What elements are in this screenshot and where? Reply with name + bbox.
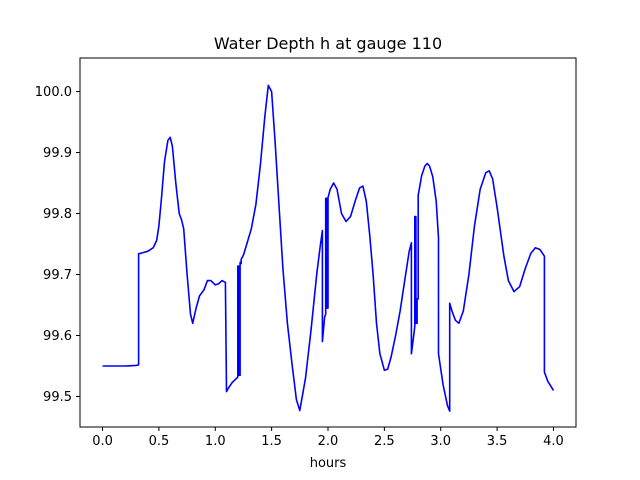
y-tick-label: 99.6	[43, 329, 72, 344]
y-tick-label: 100.0	[35, 85, 72, 100]
x-axis-label: hours	[310, 456, 347, 471]
chart-title: Water Depth h at gauge 110	[214, 34, 442, 53]
y-tick-label: 99.8	[43, 207, 72, 222]
x-axis: 0.0 0.5 1.0 1.5 2.0 2.5 3.0 3.5 4.0	[92, 427, 564, 449]
plot-area	[102, 84, 555, 412]
x-tick-label: 3.5	[487, 434, 508, 449]
y-axis: 99.5 99.6 99.7 99.8 99.9 100.0	[35, 85, 80, 405]
x-tick-label: 4.0	[543, 434, 564, 449]
axes-frame	[79, 57, 577, 428]
series-line	[102, 84, 555, 412]
x-tick-label: 1.5	[261, 434, 282, 449]
y-tick-label: 99.5	[43, 390, 72, 405]
x-tick-label: 0.5	[149, 434, 170, 449]
x-tick-label: 2.0	[318, 434, 339, 449]
x-tick-label: 0.0	[92, 434, 113, 449]
y-tick-label: 99.7	[43, 268, 72, 283]
y-tick-label: 99.9	[43, 146, 72, 161]
x-tick-label: 3.0	[430, 434, 451, 449]
x-tick-label: 1.0	[205, 434, 226, 449]
x-tick-label: 2.5	[374, 434, 395, 449]
